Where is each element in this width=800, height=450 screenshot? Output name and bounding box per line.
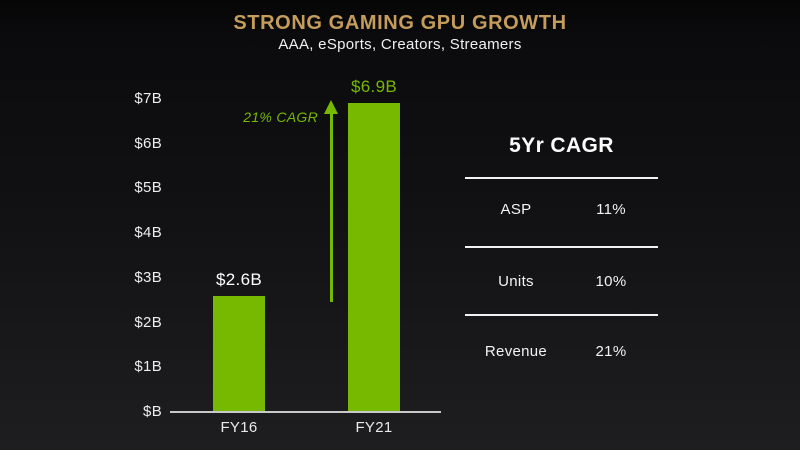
bar-value-label: $6.9B <box>351 77 397 97</box>
table-rule <box>465 314 658 316</box>
x-axis-line <box>170 411 441 413</box>
row-value: 21% <box>595 343 627 360</box>
page-title: STRONG GAMING GPU GROWTH <box>233 12 567 34</box>
y-tick-label: $3B <box>134 268 162 286</box>
x-tick-label: FY16 <box>220 419 258 436</box>
plot-area: $2.6B $6.9B <box>170 77 441 412</box>
table-row: Revenue 21% <box>465 343 658 363</box>
y-axis-ticks: $7B $6B $5B $4B $3B $2B $1B $B <box>108 90 162 420</box>
table-row: Units 10% <box>465 273 658 293</box>
y-tick-label: $6B <box>134 134 162 152</box>
bar-fy16 <box>213 295 265 412</box>
x-tick-label: FY21 <box>355 419 393 436</box>
bar-fy21 <box>348 103 400 412</box>
table-rule <box>465 177 658 179</box>
y-tick-label: $B <box>143 403 162 420</box>
growth-arrow-line <box>330 111 333 302</box>
table-rule <box>465 246 658 248</box>
cagr-table: 5Yr CAGR ASP 11% Units 10% Revenue 21% <box>465 130 658 380</box>
y-tick-label: $4B <box>134 224 162 242</box>
x-axis-labels: FY16 FY21 <box>170 419 441 439</box>
row-value: 11% <box>596 201 626 218</box>
page-subtitle: AAA, eSports, Creators, Streamers <box>278 36 522 53</box>
y-tick-label: $2B <box>134 313 162 331</box>
row-label: Units <box>498 273 534 290</box>
growth-arrow-up-icon <box>324 100 338 114</box>
row-label: ASP <box>500 201 532 218</box>
row-value: 10% <box>595 273 627 290</box>
table-title: 5Yr CAGR <box>509 134 614 157</box>
y-tick-label: $7B <box>134 90 162 107</box>
cagr-annotation: 21% CAGR <box>243 109 318 125</box>
row-label: Revenue <box>484 343 548 360</box>
y-tick-label: $1B <box>134 358 162 376</box>
bar-value-label: $2.6B <box>216 269 262 289</box>
table-row: ASP 11% <box>465 201 658 221</box>
y-tick-label: $5B <box>134 179 162 197</box>
